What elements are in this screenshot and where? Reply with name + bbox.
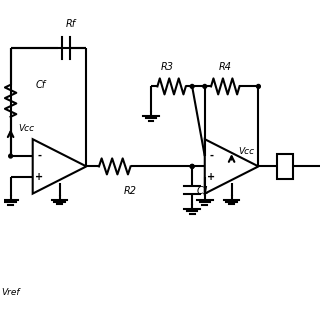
Text: R2: R2 bbox=[124, 186, 137, 196]
Text: +: + bbox=[207, 172, 216, 182]
Text: R3: R3 bbox=[160, 62, 173, 72]
Text: C1: C1 bbox=[197, 186, 210, 196]
Circle shape bbox=[190, 164, 194, 168]
Circle shape bbox=[190, 164, 194, 168]
Text: Vcc: Vcc bbox=[19, 124, 35, 132]
Text: -: - bbox=[210, 151, 213, 161]
Text: +: + bbox=[35, 172, 44, 182]
Text: Vref: Vref bbox=[1, 288, 20, 297]
Circle shape bbox=[190, 84, 194, 88]
Text: Rf: Rf bbox=[66, 19, 76, 29]
Circle shape bbox=[203, 84, 207, 88]
Text: Vcc: Vcc bbox=[238, 147, 255, 156]
Bar bbox=[277, 154, 293, 179]
Circle shape bbox=[257, 84, 260, 88]
Text: Cf: Cf bbox=[36, 80, 46, 90]
Text: -: - bbox=[37, 151, 41, 161]
Circle shape bbox=[9, 154, 12, 158]
Text: R4: R4 bbox=[219, 62, 232, 72]
